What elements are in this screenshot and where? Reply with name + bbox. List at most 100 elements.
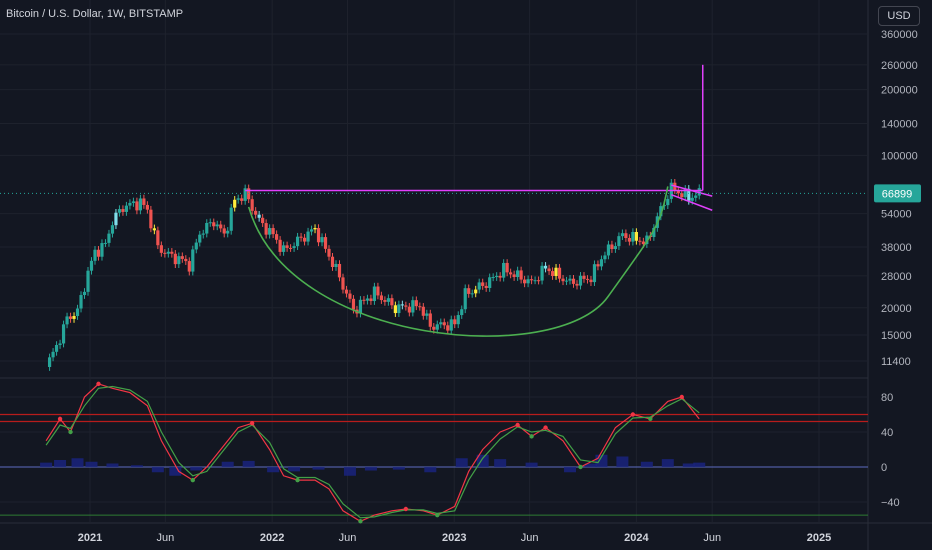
candle-body (254, 210, 258, 215)
momentum-bar (392, 467, 405, 470)
candle (72, 312, 76, 323)
candle (509, 268, 513, 279)
candle-body (641, 241, 645, 245)
candle (337, 260, 342, 282)
candle (58, 339, 62, 349)
candle-body (568, 278, 572, 281)
candle-body (592, 264, 597, 283)
candle (184, 255, 188, 265)
candle-body (222, 228, 226, 234)
candle-body (121, 209, 125, 212)
candle (124, 201, 129, 216)
candle-body (627, 237, 631, 242)
candle (564, 276, 569, 286)
candle (554, 264, 558, 280)
time-tick-label: 2024 (624, 532, 649, 544)
candle-body (159, 245, 163, 253)
candle (404, 301, 408, 311)
candle-body (571, 278, 576, 284)
candle (488, 273, 492, 292)
cross-dot (648, 416, 653, 422)
candle-body (180, 256, 184, 259)
candle (446, 321, 450, 335)
candle (390, 294, 394, 310)
candle (502, 259, 506, 282)
momentum-bar (288, 467, 301, 472)
candle-body (554, 267, 558, 276)
candle (103, 239, 108, 247)
candle-body (100, 243, 104, 257)
candle (219, 220, 223, 233)
candle (215, 220, 219, 231)
time-tick-label: 2023 (442, 532, 466, 544)
candle (456, 311, 460, 329)
momentum-bar (130, 465, 143, 467)
candle-body (292, 246, 296, 249)
candle-body (156, 230, 160, 246)
candle (299, 232, 303, 242)
candle-body (477, 282, 481, 290)
candle-body (557, 267, 562, 279)
candle-body (191, 249, 195, 272)
candle-body (463, 288, 467, 310)
candle-body (219, 224, 223, 229)
candle-body (372, 286, 377, 302)
candle (533, 276, 537, 285)
candle (543, 262, 548, 273)
candle-body (376, 286, 380, 296)
candle (229, 203, 233, 235)
cross-dot (68, 429, 73, 435)
candle-body (365, 298, 370, 301)
candle (191, 245, 195, 276)
candle-body (351, 298, 356, 310)
currency-button[interactable]: USD (878, 6, 920, 26)
last-price-badge: 66899 (874, 184, 921, 203)
candle-body (390, 298, 394, 306)
candle (610, 240, 614, 253)
candle (592, 260, 597, 286)
candle (142, 194, 146, 209)
candle (79, 291, 83, 313)
candle-body (432, 326, 436, 330)
candle (96, 246, 101, 261)
candle-body (652, 227, 656, 238)
candle (243, 184, 247, 205)
candle-body (306, 231, 310, 242)
candle (557, 264, 562, 283)
candle-body (264, 223, 268, 235)
candle-body (257, 214, 261, 218)
candle-body (631, 231, 635, 242)
candle-body (344, 289, 349, 294)
momentum-bar (343, 467, 356, 476)
cup-curve (247, 186, 669, 337)
candle (198, 230, 202, 247)
candle (254, 207, 258, 219)
candle-body (509, 272, 513, 275)
candle-body (142, 198, 146, 205)
candle (86, 266, 90, 296)
candle (477, 278, 481, 294)
candle-body (467, 288, 471, 294)
candle-body (149, 209, 153, 229)
candle (163, 249, 167, 258)
candle (631, 228, 635, 246)
osc-tick-label: 80 (881, 392, 893, 404)
candle-body (114, 212, 118, 226)
candle-body (233, 199, 237, 208)
time-tick-label: 2021 (78, 532, 102, 544)
candle (495, 272, 499, 281)
candle-body (676, 190, 680, 194)
candle-body (323, 237, 328, 249)
cross-dot (295, 477, 300, 483)
candle-body (201, 233, 205, 235)
osc-tick-label: 0 (881, 462, 887, 474)
candle-body (65, 316, 69, 325)
candle (117, 205, 122, 217)
candle-body (411, 300, 415, 313)
momentum-bar (71, 458, 84, 467)
cross-dot (679, 394, 684, 400)
candle (149, 205, 153, 233)
price-tick-label: 100000 (881, 150, 918, 162)
candle (599, 255, 604, 271)
